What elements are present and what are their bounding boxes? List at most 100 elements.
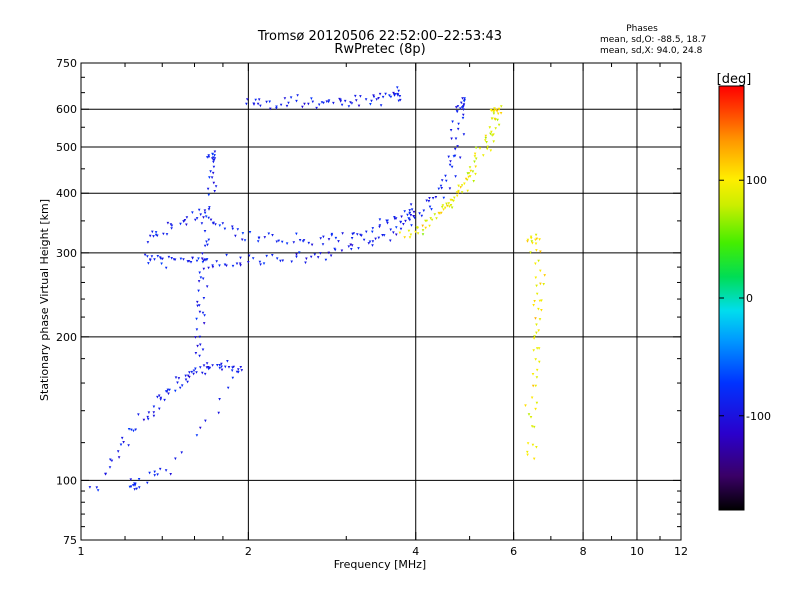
x-tick-label: 4 <box>412 545 419 558</box>
data-point <box>457 128 460 131</box>
data-point <box>303 103 306 106</box>
data-point <box>257 240 260 243</box>
data-point <box>281 241 284 244</box>
data-point <box>341 232 344 235</box>
data-point <box>393 94 396 97</box>
data-point <box>221 369 224 372</box>
data-point <box>295 253 298 256</box>
data-point <box>486 148 489 151</box>
data-point <box>535 234 538 237</box>
data-point <box>237 368 240 371</box>
data-point <box>258 98 261 101</box>
data-point <box>241 239 244 242</box>
data-point <box>202 349 205 352</box>
data-point <box>454 148 457 151</box>
data-point <box>535 285 538 288</box>
data-point <box>241 369 244 372</box>
data-point <box>365 98 368 101</box>
data-point <box>276 257 279 260</box>
data-point <box>532 304 535 307</box>
data-point <box>350 248 353 251</box>
data-point <box>120 444 123 447</box>
data-point <box>197 290 200 293</box>
data-point <box>500 112 503 115</box>
colorbar-tick-label: 100 <box>746 174 767 187</box>
data-point <box>301 106 304 109</box>
data-point <box>332 102 335 105</box>
data-point <box>203 322 206 325</box>
data-point <box>214 223 217 226</box>
data-point <box>254 99 257 102</box>
data-point <box>496 119 499 122</box>
data-point <box>205 215 208 218</box>
data-point <box>363 239 366 242</box>
data-point <box>117 450 120 453</box>
data-point <box>537 329 540 332</box>
data-point <box>259 105 262 108</box>
data-point <box>213 166 216 169</box>
data-point <box>155 231 158 234</box>
data-point <box>462 114 465 117</box>
data-point <box>485 141 488 144</box>
data-point <box>418 212 421 215</box>
data-point <box>386 222 389 225</box>
data-point <box>290 261 293 264</box>
data-point <box>196 301 199 304</box>
data-point <box>378 237 381 240</box>
data-point <box>359 95 362 98</box>
data-point <box>466 190 469 193</box>
data-point <box>224 366 227 369</box>
data-point <box>443 197 446 200</box>
data-point <box>537 260 540 263</box>
data-point <box>203 314 206 317</box>
data-point <box>532 444 535 447</box>
data-point <box>135 488 138 491</box>
data-point <box>462 117 465 120</box>
data-point <box>399 232 402 235</box>
data-point <box>472 170 475 173</box>
data-point <box>411 208 414 211</box>
data-point <box>526 454 529 457</box>
data-point <box>414 231 417 234</box>
y-tick-label: 200 <box>56 331 77 344</box>
data-point <box>290 96 293 99</box>
data-point <box>371 244 374 247</box>
data-point <box>239 257 242 260</box>
data-point <box>280 104 283 107</box>
data-point <box>258 237 261 240</box>
data-point <box>162 233 165 236</box>
data-point <box>375 98 378 101</box>
data-point <box>455 106 458 109</box>
data-point <box>496 110 499 113</box>
data-point <box>247 261 250 264</box>
data-point <box>455 138 458 141</box>
data-point <box>199 311 202 314</box>
data-point <box>215 260 218 263</box>
data-point <box>535 277 538 280</box>
x-tick-label: 6 <box>510 545 517 558</box>
data-point <box>392 231 395 234</box>
data-point <box>403 236 406 239</box>
data-point <box>216 364 219 367</box>
data-point <box>460 102 463 105</box>
ionogram-chart: Tromsø 20120506 22:52:00–22:53:43 RwPret… <box>0 0 800 600</box>
data-point <box>151 255 154 258</box>
data-point <box>534 239 537 242</box>
data-point <box>430 208 433 211</box>
data-point <box>153 258 156 261</box>
data-point <box>308 242 311 245</box>
data-point <box>202 312 205 315</box>
data-point <box>305 258 308 261</box>
data-point <box>435 196 438 199</box>
data-point <box>330 255 333 258</box>
data-point <box>428 197 431 200</box>
data-point <box>268 233 271 236</box>
data-point <box>284 97 287 100</box>
data-point <box>244 239 247 242</box>
data-point <box>341 104 344 107</box>
data-point <box>201 252 204 255</box>
data-point <box>475 147 478 150</box>
data-point <box>148 411 151 414</box>
data-point <box>192 373 195 376</box>
data-point <box>146 255 149 258</box>
